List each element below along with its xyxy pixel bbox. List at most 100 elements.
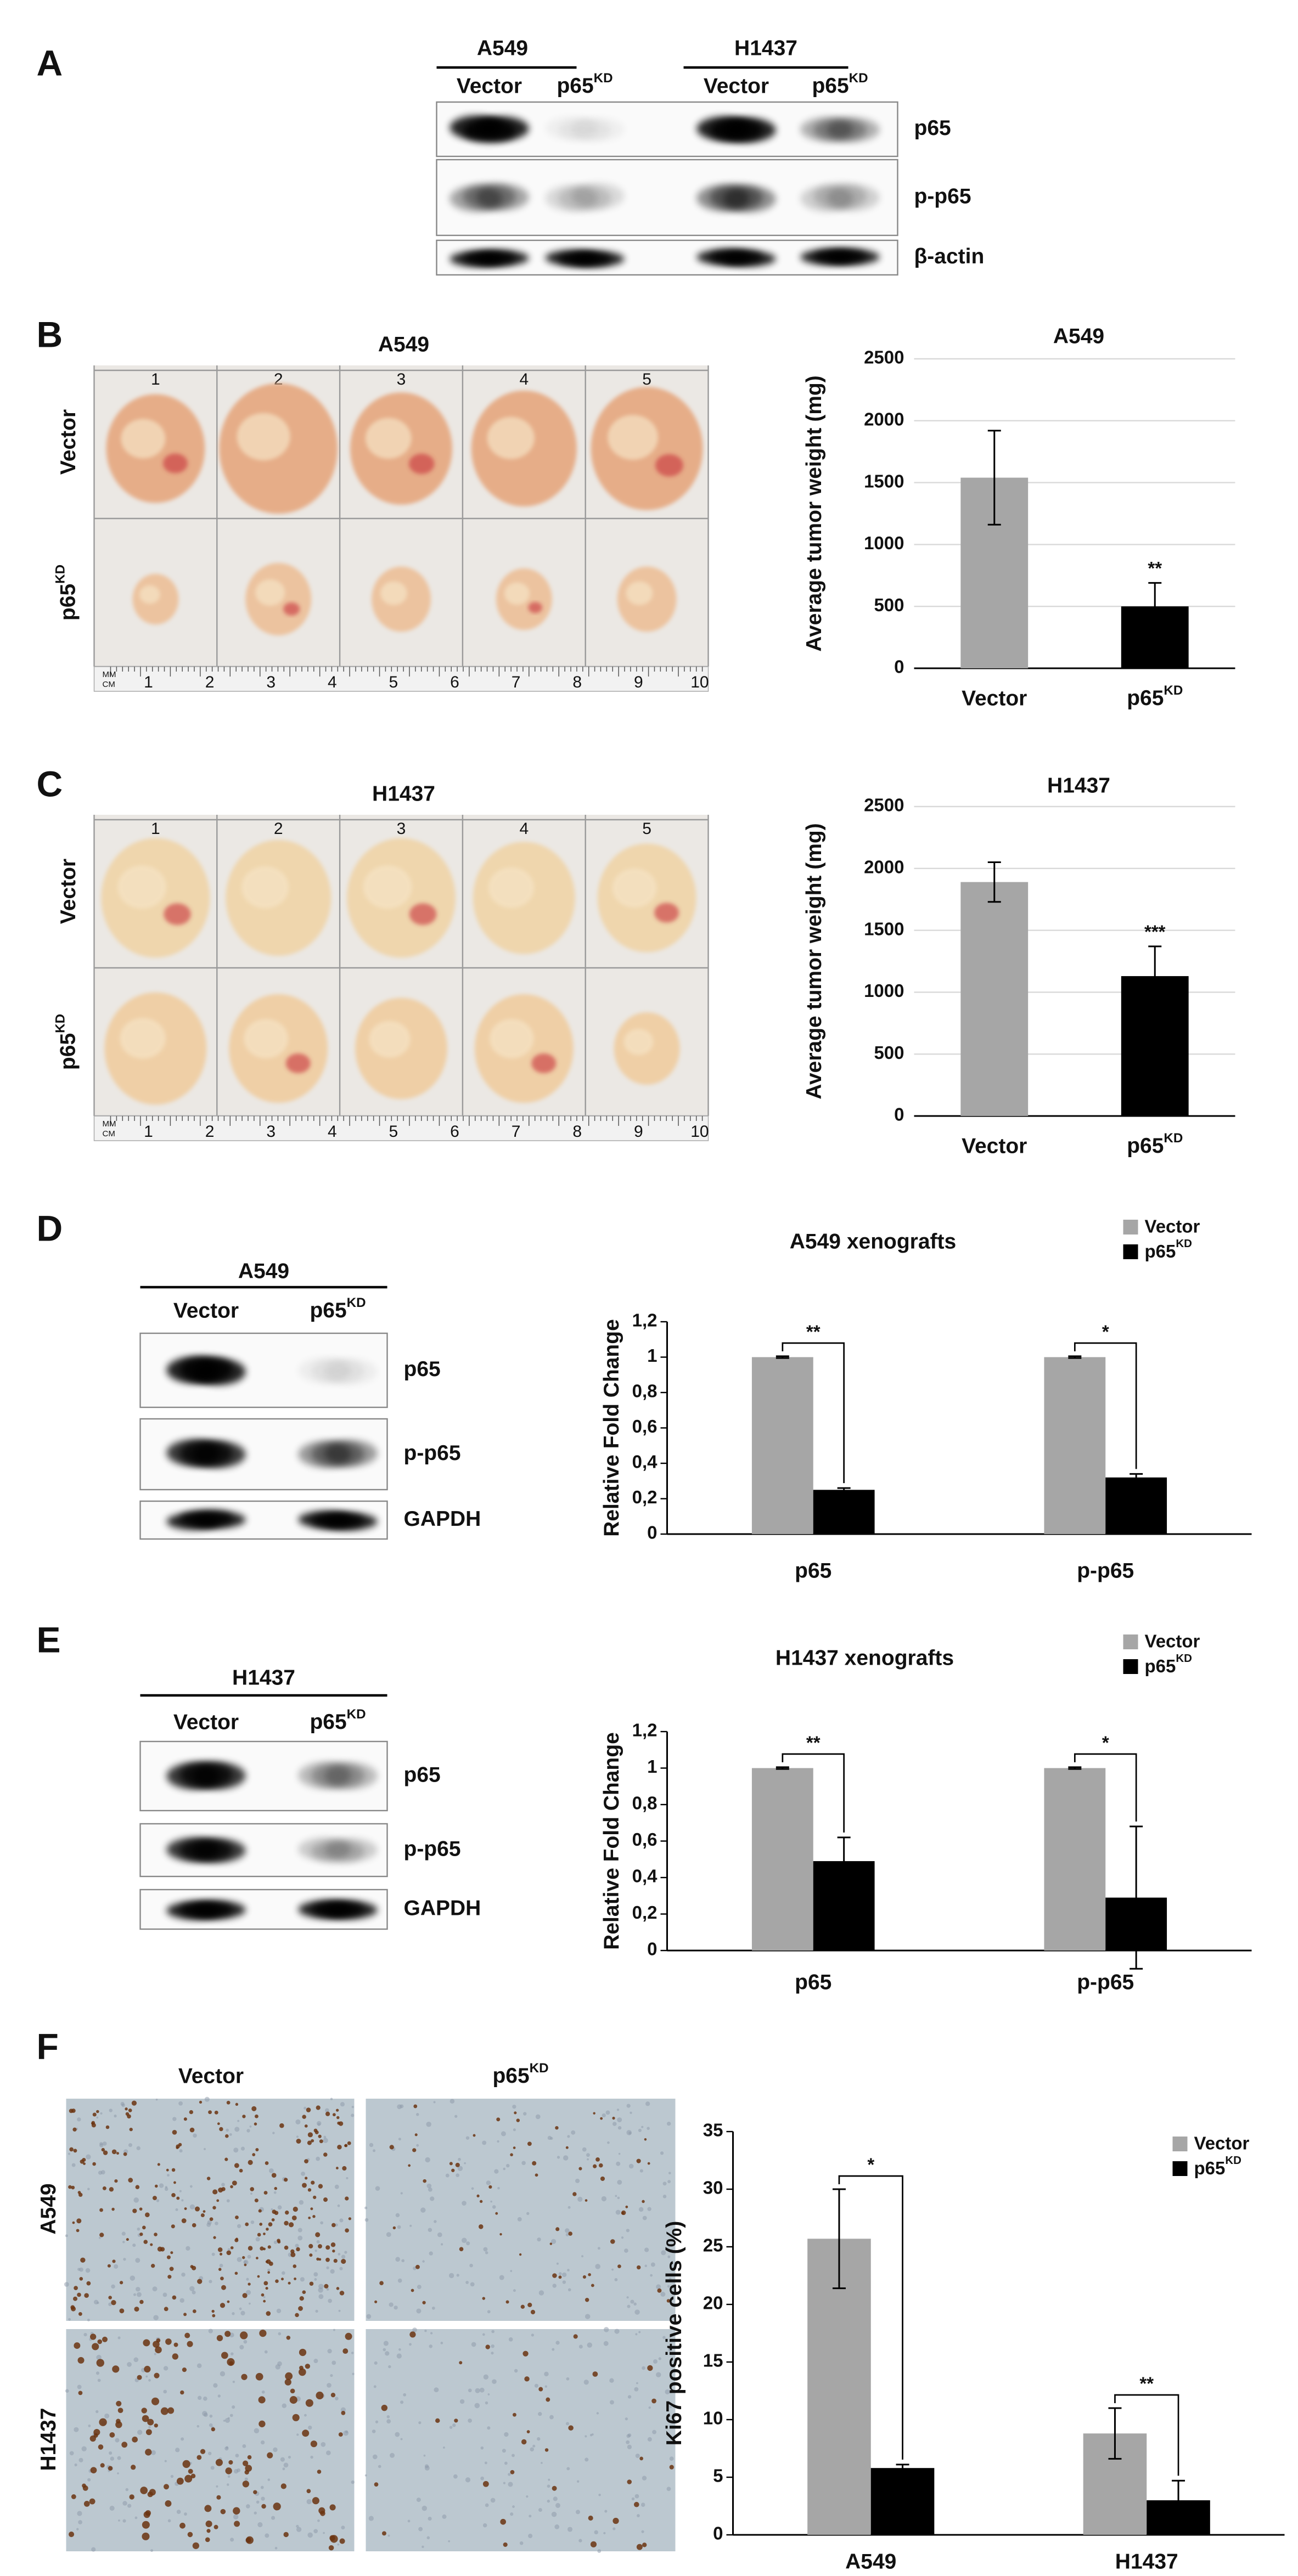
ihc-texture (164, 2187, 168, 2191)
ihc-texture (548, 2478, 550, 2481)
ihc-texture (626, 2440, 630, 2444)
ihc-texture (491, 2344, 495, 2348)
ihc-positive (135, 2185, 140, 2189)
bar (1044, 1768, 1106, 1951)
ihc-positive (245, 2536, 254, 2544)
ihc-texture (229, 2414, 233, 2417)
ihc-positive (669, 2465, 674, 2470)
ihc-texture (668, 2347, 672, 2352)
ihc-positive (234, 2521, 240, 2527)
legend-label: Vector (1194, 2133, 1250, 2154)
ihc-positive (72, 2221, 75, 2224)
tumor-blood (285, 1053, 311, 1073)
y-tick-label: 2500 (864, 347, 904, 368)
ihc-positive (288, 2281, 291, 2285)
ihc-positive (233, 2507, 240, 2515)
ihc-positive (325, 2245, 330, 2250)
ihc-texture (503, 2167, 506, 2171)
ihc-positive (268, 2222, 273, 2226)
ihc-texture (508, 2337, 513, 2342)
ihc-positive (217, 2247, 223, 2252)
ihc-positive (293, 2206, 298, 2212)
ihc-positive (232, 2180, 237, 2186)
tumor-highlight (612, 868, 657, 908)
column-number: 5 (642, 370, 651, 388)
ihc-texture (604, 2327, 609, 2332)
ihc-texture (647, 2207, 651, 2211)
ihc-texture (148, 2379, 151, 2382)
ihc-texture (660, 2292, 666, 2297)
ihc-texture (134, 2516, 138, 2519)
ihc-texture (484, 2461, 487, 2465)
ihc-texture (215, 2222, 218, 2225)
ihc-texture (626, 2296, 629, 2299)
ihc-texture (482, 2523, 487, 2528)
significance-bracket (1114, 2394, 1179, 2476)
ihc-texture (403, 2393, 407, 2397)
ihc-positive (275, 2279, 279, 2283)
blot-band (571, 117, 625, 142)
legend-label: Vector (1145, 1216, 1200, 1237)
ihc-texture (127, 2504, 132, 2508)
ihc-positive (157, 2246, 162, 2252)
ihc-texture (297, 2228, 302, 2233)
ihc-texture (645, 2101, 650, 2106)
ihc-texture (475, 2388, 480, 2393)
error-bar (987, 430, 1001, 526)
ihc-positive (157, 2163, 160, 2166)
ihc-texture (156, 2199, 160, 2202)
error-bar (1130, 1825, 1143, 1970)
ihc-positive (500, 2518, 506, 2525)
error-bar (1130, 1473, 1143, 1482)
ihc-positive (409, 2331, 416, 2338)
ihc-positive (234, 2163, 239, 2168)
ihc-texture (68, 2152, 71, 2155)
error-bar (1108, 2407, 1122, 2460)
ihc-texture (487, 2426, 491, 2430)
ihc-positive (98, 2444, 104, 2450)
ihc-positive (256, 2257, 259, 2259)
ihc-texture (152, 2286, 158, 2292)
ihc-positive (142, 2415, 149, 2422)
ihc-positive (319, 2139, 323, 2144)
ihc-texture (118, 2519, 120, 2522)
ihc-positive (123, 2152, 127, 2156)
ihc-texture (341, 2526, 345, 2530)
ihc-positive (482, 2481, 489, 2487)
ihc-positive (196, 2455, 202, 2460)
ihc-positive (208, 2110, 212, 2115)
ihc-texture (133, 2293, 136, 2296)
ihc-positive (527, 2141, 532, 2146)
ihc-positive (558, 2275, 562, 2279)
ihc-texture (179, 2190, 182, 2192)
ihc-texture (456, 2274, 459, 2277)
ihc-texture (565, 2233, 569, 2236)
ihc-positive (666, 2299, 671, 2303)
ihc-positive (82, 2483, 86, 2488)
significance-label: ** (806, 1322, 821, 1342)
ihc-positive (455, 2162, 460, 2167)
ihc-texture (464, 2162, 466, 2164)
bar (1105, 1477, 1167, 1534)
ihc-positive (333, 2258, 338, 2263)
ihc-positive (255, 2372, 263, 2381)
ihc-texture (479, 2387, 485, 2393)
ihc-texture (469, 2263, 473, 2268)
ihc-texture (100, 2112, 103, 2115)
ihc-positive (271, 2173, 277, 2178)
tumor-highlight (487, 416, 535, 459)
ihc-positive (307, 2188, 312, 2192)
ihc-positive (330, 2392, 336, 2398)
ihc-positive (103, 2150, 108, 2155)
ihc-texture (426, 2536, 430, 2540)
ihc-positive (302, 2183, 307, 2188)
legend-label-sup: KD (1225, 2154, 1241, 2167)
ihc-positive (181, 2218, 187, 2223)
ihc-texture (394, 2306, 398, 2310)
ihc-texture (400, 2192, 403, 2195)
ihc-texture (226, 2128, 229, 2132)
ihc-positive (600, 2176, 605, 2181)
ihc-texture (295, 2119, 301, 2124)
ihc-texture (264, 2350, 268, 2354)
ihc-positive (108, 2296, 112, 2299)
